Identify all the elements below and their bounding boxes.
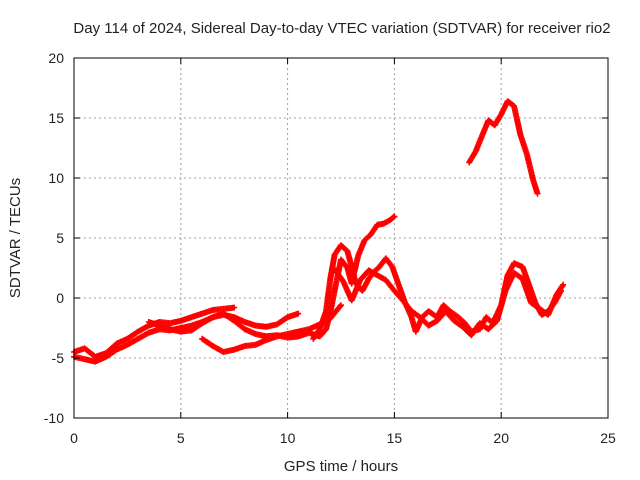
series-track-f (199, 302, 344, 355)
y-tick-label: -5 (52, 350, 65, 366)
y-tick-label: 5 (56, 230, 64, 246)
x-tick-label: 5 (177, 430, 185, 446)
x-tick-label: 25 (600, 430, 616, 446)
y-axis-label: SDTVAR / TECUs (7, 178, 24, 298)
data-point (231, 304, 238, 311)
y-tick-label: 10 (48, 170, 64, 186)
y-tick-label: -10 (44, 410, 64, 426)
data-point (337, 303, 344, 310)
data-point (295, 310, 302, 317)
x-tick-label: 20 (493, 430, 509, 446)
data-point (560, 281, 567, 288)
data-point (391, 213, 398, 220)
y-tick-label: 20 (48, 50, 64, 66)
series-track-e (331, 266, 567, 339)
tick-layer: 0 5 10 15 20 25 -10 -5 0 5 10 15 20 (44, 50, 616, 446)
chart-title: Day 114 of 2024, Sidereal Day-to-day VTE… (73, 20, 610, 37)
y-tick-label: 0 (56, 290, 64, 306)
x-axis-label: GPS time / hours (284, 458, 398, 475)
data-point (534, 190, 541, 197)
x-tick-label: 10 (280, 430, 296, 446)
y-tick-label: 15 (48, 110, 64, 126)
series-track-g (466, 98, 541, 197)
data-point (390, 214, 397, 221)
data-points-layer (71, 98, 567, 365)
x-tick-label: 0 (70, 430, 78, 446)
data-point (338, 302, 344, 309)
x-tick-label: 15 (387, 430, 403, 446)
